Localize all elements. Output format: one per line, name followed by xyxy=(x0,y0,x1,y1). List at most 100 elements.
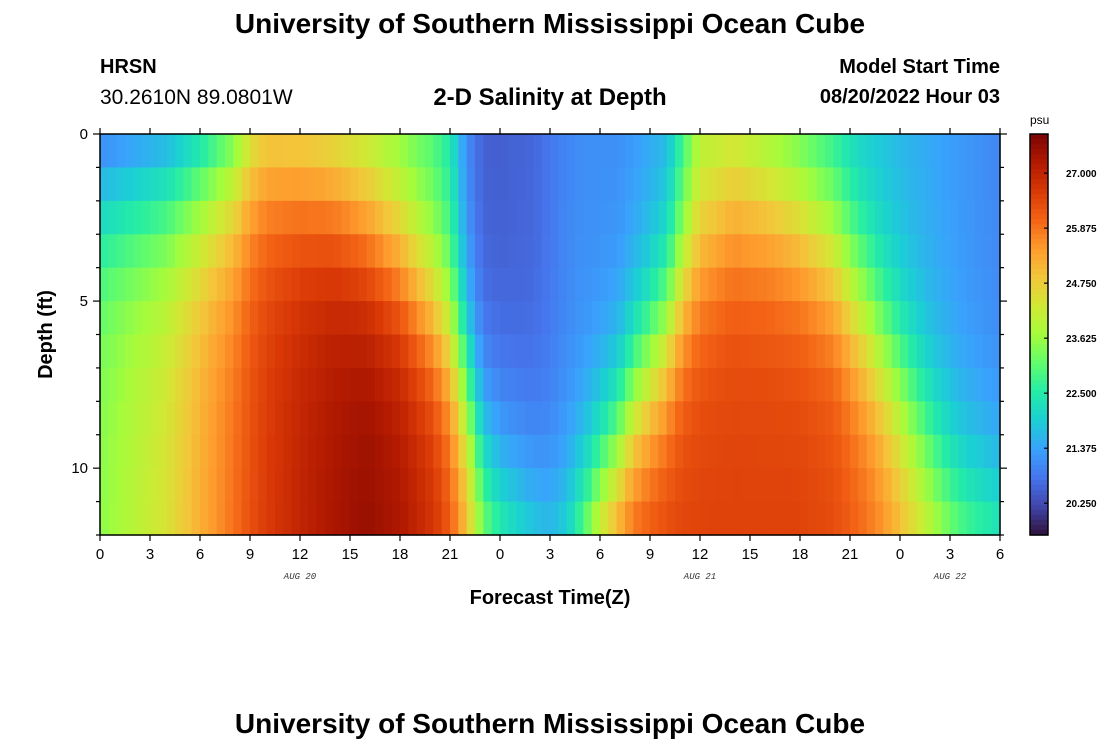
heatmap-cell xyxy=(933,434,943,469)
colorbar-segment xyxy=(1030,194,1048,200)
heatmap-cell xyxy=(350,367,359,402)
heatmap-cell xyxy=(600,334,609,369)
heatmap-cell xyxy=(200,301,209,336)
heatmap-cell xyxy=(591,434,601,469)
heatmap-cell xyxy=(625,134,634,169)
heatmap-cell xyxy=(600,301,609,336)
heatmap-cell xyxy=(750,501,759,536)
heatmap-cell xyxy=(483,501,493,536)
heatmap-cell xyxy=(383,468,393,503)
heatmap-cell xyxy=(866,267,876,302)
heatmap-cell xyxy=(741,334,751,369)
heatmap-cell xyxy=(583,267,593,302)
heatmap-cell xyxy=(141,267,151,302)
heatmap-cell xyxy=(341,134,351,169)
heatmap-cell xyxy=(700,200,709,235)
heatmap-cell xyxy=(833,200,843,235)
heatmap-cell xyxy=(800,434,809,469)
heatmap-cell xyxy=(816,301,826,336)
heatmap-cell xyxy=(733,267,743,302)
heatmap-cell xyxy=(675,401,684,436)
heatmap-cell xyxy=(741,501,751,536)
heatmap-cell xyxy=(758,434,768,469)
heatmap-cell xyxy=(800,334,809,369)
heatmap-cell xyxy=(758,401,768,436)
heatmap-cell xyxy=(958,301,968,336)
heatmap-cell xyxy=(433,434,443,469)
heatmap-cell xyxy=(883,200,893,235)
heatmap-cell xyxy=(841,234,851,269)
heatmap-cell xyxy=(908,501,918,536)
heatmap-cell xyxy=(191,367,201,402)
heatmap-cell xyxy=(908,301,918,336)
heatmap-cell xyxy=(966,501,976,536)
heatmap-cell xyxy=(241,401,251,436)
heatmap-cell xyxy=(891,167,901,202)
x-tick-label: 15 xyxy=(342,546,359,563)
heatmap-cell xyxy=(466,401,476,436)
heatmap-cell xyxy=(150,501,159,536)
heatmap-cell xyxy=(508,401,518,436)
heatmap-cell xyxy=(666,334,676,369)
heatmap-cell xyxy=(541,301,551,336)
heatmap-cell xyxy=(733,468,743,503)
heatmap-cell xyxy=(875,134,884,169)
heatmap-cell xyxy=(458,301,468,336)
heatmap-cell xyxy=(241,367,251,402)
colorbar-segment xyxy=(1030,414,1048,421)
heatmap-cell xyxy=(658,401,668,436)
x-tick-label: 12 xyxy=(692,546,709,563)
heatmap-cell xyxy=(991,434,1001,469)
heatmap-cell xyxy=(783,267,793,302)
heatmap-cell xyxy=(883,367,893,402)
heatmap-cell xyxy=(441,200,451,235)
heatmap-cell xyxy=(141,401,151,436)
heatmap-cell xyxy=(516,200,526,235)
heatmap-cell xyxy=(616,134,626,169)
heatmap-cell xyxy=(933,401,943,436)
heatmap-cell xyxy=(991,334,1001,369)
heatmap-cell xyxy=(250,200,259,235)
heatmap-cell xyxy=(658,434,668,469)
heatmap-cell xyxy=(875,200,884,235)
colorbar-segment xyxy=(1030,239,1048,245)
heatmap-cell xyxy=(183,434,193,469)
heatmap-cell xyxy=(825,501,834,536)
colorbar-segment xyxy=(1030,249,1048,255)
heatmap-cell xyxy=(650,401,659,436)
heatmap-cell xyxy=(958,167,968,202)
heatmap-cell xyxy=(775,267,784,302)
x-tick-label: 3 xyxy=(946,546,954,563)
heatmap-cell xyxy=(916,468,926,503)
heatmap-cell xyxy=(308,334,318,369)
heatmap-cell xyxy=(575,367,584,402)
heatmap-cell xyxy=(433,167,443,202)
heatmap-cell xyxy=(508,468,518,503)
heatmap-cell xyxy=(616,468,626,503)
heatmap-cell xyxy=(975,334,984,369)
heatmap-cell xyxy=(741,367,751,402)
heatmap-cell xyxy=(941,301,951,336)
heatmap-cell xyxy=(691,301,701,336)
heatmap-cell xyxy=(116,200,126,235)
heatmap-cell xyxy=(150,200,159,235)
heatmap-cell xyxy=(716,234,726,269)
heatmap-cell xyxy=(225,401,234,436)
x-tick-label: 18 xyxy=(792,546,809,563)
colorbar-segment xyxy=(1030,259,1048,265)
heatmap-cell xyxy=(983,167,993,202)
heatmap-cell xyxy=(158,267,168,302)
heatmap-cell xyxy=(750,367,759,402)
heatmap-cell xyxy=(591,167,601,202)
heatmap-cell xyxy=(158,468,168,503)
heatmap-cell xyxy=(925,434,934,469)
heatmap-cell xyxy=(233,401,243,436)
heatmap-cell xyxy=(933,200,943,235)
heatmap-cell xyxy=(383,501,393,536)
heatmap-cell xyxy=(400,301,409,336)
heatmap-cell xyxy=(175,234,184,269)
heatmap-cell xyxy=(591,134,601,169)
heatmap-cell xyxy=(416,134,426,169)
heatmap-cell xyxy=(558,234,568,269)
colorbar-tick-label: 22.500 xyxy=(1066,389,1097,400)
